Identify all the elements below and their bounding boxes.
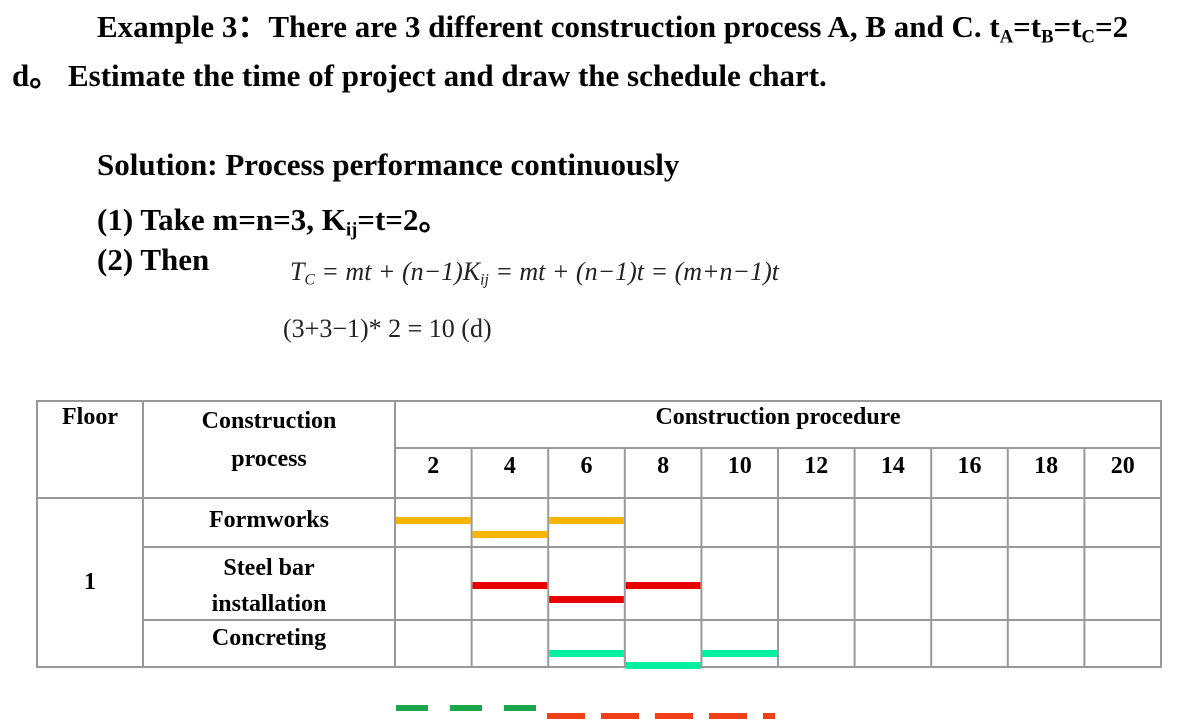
text-run: (1) Take m=n=3, K [97,202,346,237]
interval-lines [396,705,775,719]
step-1: (1) Take m=n=3, Kij=t=2。 [97,194,449,239]
text-run: Example 3：There are 3 different construc… [97,9,1000,44]
problem-text: Example 3：There are 3 different construc… [12,2,1162,100]
subscript: C [1081,26,1095,48]
tick-label: 4 [503,453,516,479]
schedule-bar [549,650,624,657]
schedule-bar [472,531,548,538]
table-border [36,400,1162,668]
schedule-bar [625,582,701,589]
tick-label: 8 [657,453,670,479]
text-run: =2 d。 Estimate the time of project and d… [12,9,1129,93]
solution-heading: Solution: Process performance continuous… [97,147,680,182]
header-floor: Floor [62,404,118,430]
subscript: ij [480,271,489,289]
floor-number: 1 [84,569,96,595]
tick-label: 20 [1110,453,1135,479]
formula: TC = mt + (n−1)Kij = mt + (n−1)t = (m+n−… [290,257,779,289]
subscript: A [999,26,1014,48]
header-process: Construction process [201,408,337,472]
process-label: Formworks [209,507,329,533]
text-run: = mt + (n−1)t = (m+n−1)t [488,257,779,286]
tick-label: 14 [880,453,905,479]
process-label: Steel bar installation [211,555,327,617]
schedule-bar [396,517,471,524]
header-procedure: Construction procedure [655,404,901,430]
subscript: C [304,271,315,289]
subscript: ij [345,219,358,241]
text-run: =t [1053,9,1082,44]
text-run: T [290,257,305,286]
tick-label: 16 [957,453,982,479]
subscript: B [1041,26,1054,48]
schedule-bar [702,650,777,657]
schedule-bar [472,582,548,589]
tick-label: 10 [727,453,752,479]
schedule-bar [625,662,701,669]
schedule-bar [549,596,624,603]
schedule-bar [549,517,624,524]
text-run: =t [1013,9,1042,44]
text-run: = mt + (n−1)K [314,257,481,286]
formula-result: (3+3−1)* 2 = 10 (d) [283,314,492,343]
text-run: =t=2。 [357,202,450,237]
tick-label: 2 [427,453,440,479]
step-2-label: (2) Then [97,242,210,277]
tick-label: 18 [1034,453,1059,479]
tick-label: 6 [580,453,593,479]
process-label: Concreting [211,625,327,651]
tick-label: 12 [804,453,829,479]
